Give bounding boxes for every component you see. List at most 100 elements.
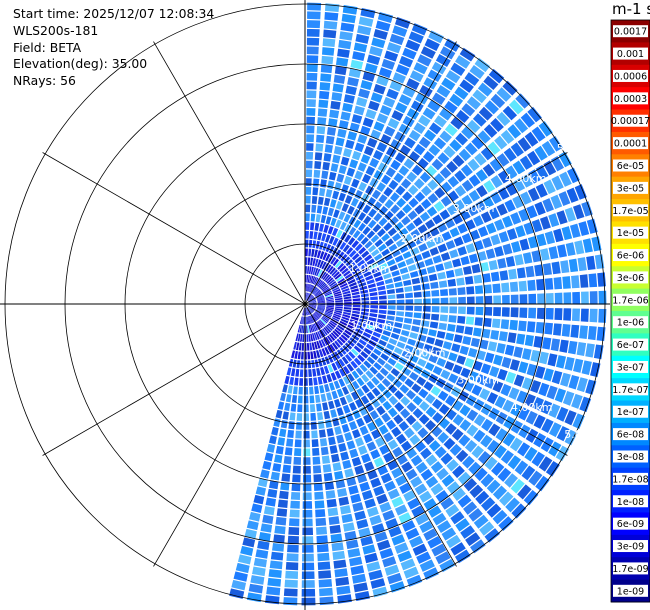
ray-gate xyxy=(307,351,311,360)
colorbar-tick-label: 6e-07 xyxy=(617,340,644,351)
ray-gate xyxy=(308,304,317,307)
ray-gate xyxy=(316,350,321,359)
ray-gate xyxy=(345,259,354,267)
ray-gate xyxy=(310,421,317,430)
ray-gate xyxy=(432,512,447,526)
ray-gate xyxy=(555,355,567,369)
ray-gate xyxy=(409,354,419,363)
ray-gate xyxy=(523,489,539,506)
ray-gate xyxy=(585,343,595,358)
ray-gate xyxy=(312,288,319,295)
ray-gate xyxy=(444,218,456,229)
ray-gate xyxy=(579,325,589,339)
ray-gate xyxy=(341,13,356,24)
ray-gate xyxy=(293,456,302,465)
ray-gate xyxy=(416,376,427,387)
ray-gate xyxy=(376,405,386,416)
ray-gate xyxy=(473,429,486,443)
ray-gate xyxy=(413,254,423,263)
ray-gate xyxy=(410,229,421,239)
ray-gate xyxy=(364,461,375,472)
ray-gate xyxy=(314,290,322,297)
ray-gate xyxy=(312,465,322,474)
ray-gate xyxy=(572,291,581,305)
ray-gate xyxy=(346,539,359,550)
ray-gate xyxy=(457,315,466,324)
ray-gate xyxy=(448,352,458,362)
ray-gate xyxy=(339,396,348,406)
ray-gate xyxy=(316,526,328,535)
ray-gate xyxy=(369,157,380,168)
ray-gate xyxy=(253,557,267,568)
ray-gate xyxy=(323,224,329,233)
ray-gate xyxy=(404,286,413,293)
range-label: 4.00km xyxy=(505,172,547,185)
ray-gate xyxy=(325,244,332,253)
ray-gate xyxy=(436,357,447,368)
ray-gate xyxy=(398,165,410,177)
ray-gate xyxy=(321,233,327,242)
ray-gate xyxy=(306,28,320,37)
ray-gate xyxy=(509,319,518,331)
ray-gate xyxy=(490,329,500,340)
ray-gate xyxy=(374,531,388,543)
ray-gate xyxy=(439,209,451,220)
ray-gate xyxy=(403,279,412,286)
ray-gate xyxy=(451,428,464,441)
ray-gate xyxy=(447,175,460,188)
ray-gate xyxy=(306,64,318,72)
ray-gate xyxy=(338,120,349,130)
ray-gate xyxy=(317,552,330,562)
colorbar-label-bg xyxy=(613,450,648,463)
ray-gate xyxy=(323,274,331,282)
ray-gate xyxy=(350,264,358,272)
ray-gate xyxy=(518,424,531,439)
ray-gate xyxy=(317,376,323,385)
ray-gate xyxy=(383,452,394,463)
ray-gate xyxy=(443,260,453,270)
ray-gate xyxy=(378,339,387,347)
ray-gate xyxy=(511,240,521,253)
ray-gate xyxy=(586,255,596,271)
ray-gate xyxy=(350,316,359,321)
ray-gate xyxy=(349,122,360,133)
ray-gate xyxy=(325,234,331,243)
ray-gate xyxy=(439,130,452,143)
ray-gate xyxy=(316,308,325,312)
ray-gate xyxy=(370,300,379,305)
ray-gate xyxy=(364,498,376,509)
ray-gate xyxy=(345,139,355,149)
ray-gate xyxy=(440,369,451,380)
ray-gate xyxy=(288,421,295,430)
ray-gate xyxy=(347,205,355,215)
ray-gate xyxy=(318,99,329,109)
ray-gate xyxy=(562,276,571,289)
ray-gate xyxy=(414,235,425,245)
ray-gate xyxy=(567,167,580,184)
ray-gate xyxy=(312,267,317,275)
ray-gate xyxy=(306,99,316,108)
ray-gate xyxy=(408,151,420,163)
ray-gate xyxy=(527,279,536,291)
ray-gate xyxy=(447,323,456,332)
ray-gate xyxy=(366,506,379,517)
ray-gate xyxy=(282,411,289,420)
azimuth-spoke xyxy=(153,303,306,567)
ray-gate xyxy=(336,349,344,358)
ray-gate xyxy=(480,211,492,223)
ray-gate xyxy=(356,233,365,242)
ray-gate xyxy=(406,574,423,587)
ray-gate xyxy=(351,380,360,390)
ray-gate xyxy=(468,174,481,187)
ray-gate xyxy=(494,135,508,150)
azimuth-spoke xyxy=(304,303,568,456)
ray-gate xyxy=(475,200,487,213)
ray-gate xyxy=(557,244,567,258)
ray-gate xyxy=(574,184,587,200)
ray-gate xyxy=(312,258,316,266)
ray-gate xyxy=(299,369,304,378)
ray-gate xyxy=(343,213,351,223)
ray-gate xyxy=(314,500,325,509)
ray-gate xyxy=(348,351,356,360)
ray-gate xyxy=(483,75,499,91)
